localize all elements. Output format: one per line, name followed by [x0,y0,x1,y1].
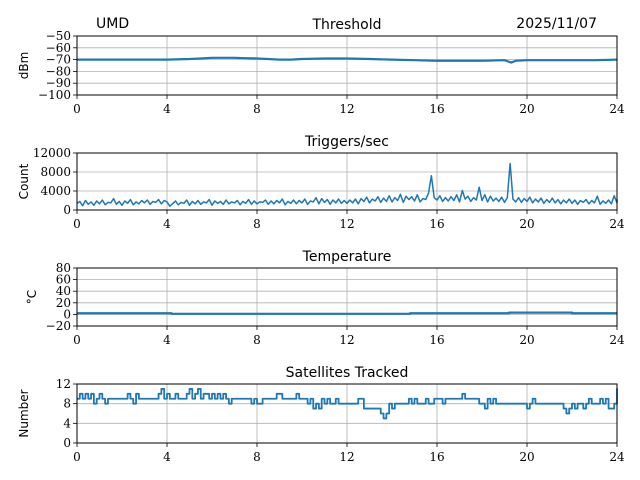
x-tick-label: 8 [253,217,261,231]
y-tick-label: 8 [63,397,71,411]
x-tick-label: 16 [429,450,444,464]
y-tick-label: −20 [46,319,71,333]
y-tick-label: 60 [56,273,71,287]
plot-frame [76,383,618,444]
x-tick-label: 16 [429,333,444,347]
date-label: 2025/11/07 [516,16,597,32]
x-tick-label: 4 [163,102,171,116]
x-tick-label: 12 [339,102,354,116]
y-axis-label: Number [17,389,31,437]
y-tick-label: −80 [46,64,71,78]
y-axis-label: °C [25,290,39,304]
y-axis-label: dBm [17,52,31,80]
chart-title: Threshold [312,17,382,33]
panel-1: 0 4 8 12 16 20 24 −100−90−80−70−60−50 Threshold d… [17,17,625,116]
x-tick-label: 8 [253,450,261,464]
x-tick-label: 0 [73,102,81,116]
y-tick-label: 8000 [40,165,71,179]
series-line [77,311,617,315]
x-tick-label: 4 [163,217,171,231]
x-tick-label: 24 [609,102,625,116]
y-tick-label: −50 [46,29,71,43]
series-line [77,388,618,420]
x-tick-label: 24 [609,450,625,464]
y-tick-label: 12000 [33,146,71,160]
chart-title: Temperature [302,249,392,265]
series-line [77,56,618,64]
y-tick-label: 4000 [40,184,71,198]
x-tick-label: 12 [339,217,354,231]
x-tick-label: 16 [429,102,444,116]
x-tick-label: 20 [519,102,534,116]
y-tick-label: 0 [63,436,71,450]
y-tick-label: −60 [46,41,71,55]
x-tick-label: 0 [73,450,81,464]
x-tick-label: 20 [519,333,534,347]
panel-4: 0 4 8 12 16 20 24 0 4 8 12 Satellites Tracked Number [17,365,625,464]
x-tick-label: 4 [163,450,171,464]
x-tick-label: 20 [519,450,534,464]
x-tick-label: 8 [253,333,261,347]
x-tick-label: 4 [163,333,171,347]
x-tick-label: 24 [609,217,625,231]
y-tick-label: 20 [56,296,71,310]
x-tick-label: 12 [339,450,354,464]
y-tick-label: −100 [38,88,71,102]
y-axis-label: Count [17,163,31,199]
x-tick-label: 0 [73,217,81,231]
y-tick-label: 4 [63,416,71,430]
panel-2: 0 4 8 12 16 20 24 0 4000 8000 12000 Triggers/sec Cou… [17,134,625,231]
site-label: UMD [96,16,129,32]
y-tick-label: 12 [56,377,71,391]
plot-frame [76,35,618,96]
chart-title: Triggers/sec [304,134,389,150]
x-tick-label: 0 [73,333,81,347]
y-tick-label: 80 [56,261,71,275]
x-tick-label: 12 [339,333,354,347]
plot-frame [76,152,618,211]
x-tick-label: 16 [429,217,444,231]
y-tick-label: 0 [63,307,71,321]
plot-frame [76,267,618,327]
y-tick-label: −70 [46,53,71,67]
y-tick-label: 0 [63,203,71,217]
chart-title: Satellites Tracked [286,365,409,381]
y-tick-label: 40 [56,284,71,298]
x-tick-label: 8 [253,102,261,116]
x-tick-label: 20 [519,217,534,231]
y-tick-label: −90 [46,76,71,90]
x-tick-label: 24 [609,333,625,347]
series-line [76,162,618,207]
